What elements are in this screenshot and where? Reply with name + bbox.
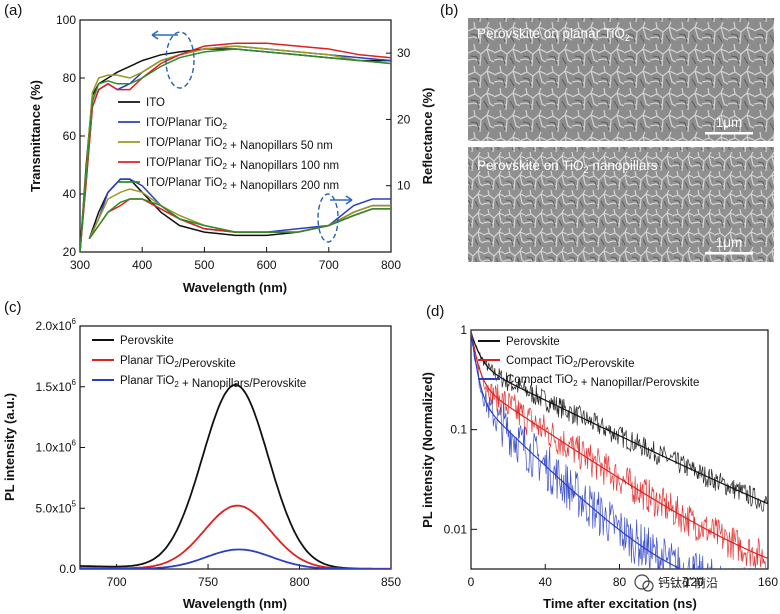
panel-d-xtick-label: 80 — [613, 575, 627, 589]
sem-image-nanopillars — [468, 147, 774, 262]
panel-c-xtick-label: 750 — [198, 575, 218, 589]
panel-a-y2label: Reflectance (%) — [420, 88, 435, 185]
panel-a-xtick-label: 600 — [257, 258, 277, 272]
sem-top-scale-bar — [705, 132, 753, 135]
panel-a-xlabel: Wavelength (nm) — [183, 280, 287, 295]
panel-d-ylabel: PL intensity (Normalized) — [420, 372, 435, 528]
panel-a-y2tick-label: 20 — [397, 112, 411, 126]
panel-d-xtick-label: 120 — [684, 575, 704, 589]
panel-d-label: (d) — [426, 303, 444, 320]
panel-c-ylabel: PL intensity (a.u.) — [2, 393, 17, 501]
panel-a-legend-label: ITO/Planar TiO2 + Nanopillars 50 nm — [146, 137, 333, 152]
trpl-fit-line — [471, 331, 768, 505]
panel-a-legend-label: ITO/Planar TiO2 + Nanopillars 200 nm — [146, 177, 339, 192]
sem-top-label: Perovskite on planar TiO2 — [477, 26, 630, 43]
watermark-text: 钙钛矿前沿 — [658, 575, 718, 590]
watermark: 钙钛矿前沿 — [634, 574, 718, 592]
panel-a-y2tick-label: 30 — [397, 46, 411, 60]
panel-c-ytick-label: 1.0x106 — [36, 439, 77, 455]
trpl-noisy-trace — [471, 330, 751, 569]
panel-a-ytick-label: 20 — [63, 245, 77, 259]
panel-a-xtick-label: 300 — [70, 258, 90, 272]
reflectance-line — [88, 188, 391, 240]
pl-spectrum-line — [80, 548, 391, 569]
panel-a-chart: (a) 300 400 500 600 700 80020406080100102030 … — [4, 2, 435, 295]
panel-d-xtick-label: 40 — [539, 575, 553, 589]
panel-d-xlabel: Time after excitation (ns) — [543, 596, 697, 611]
panel-a-legend-label: ITO — [146, 97, 165, 109]
reflectance-line — [88, 198, 391, 240]
transmittance-highlight-ellipse — [165, 31, 195, 89]
panel-a-ytick-label: 100 — [56, 13, 76, 27]
transmittance-line — [80, 45, 391, 252]
panel-c-legend-label: Planar TiO2 + Nanopillars/Perovskite — [120, 375, 306, 390]
sem-bottom-scale-bar — [705, 252, 753, 255]
trpl-fit-line — [471, 331, 682, 569]
panel-d-legend-label: Compact TiO2/Perovskite — [506, 355, 634, 370]
panel-c-chart: (c) 700 750 800 850 0.0 5.0x105 1.0x106 1.5x106… — [2, 299, 401, 611]
panel-a-legend-label: ITO/Planar TiO2 — [146, 117, 228, 131]
trpl-noisy-trace — [471, 332, 768, 512]
panel-d-ytick-label: 1 — [460, 323, 467, 337]
wechat-icon-inner — [642, 580, 654, 592]
panel-d-legend-label: Compact TiO2 + Nanopillar/Perovskite — [506, 374, 699, 389]
wechat-icon — [634, 574, 650, 590]
left-arrow-icon — [151, 30, 178, 40]
panel-b-sem-images: (b) Perovskite on planar TiO2 1μm Perovs… — [440, 2, 774, 262]
panel-c-xtick-label: 850 — [381, 575, 401, 589]
panel-d-chart: (d) 0 40 80 120 160 0.01 0.1 1 Time after excit… — [420, 303, 778, 611]
panel-c-legend-label: Planar TiO2/Perovskite — [120, 355, 236, 370]
panel-a-xtick-label: 800 — [381, 258, 401, 272]
panel-c-ytick-label: 5.0x105 — [36, 499, 77, 515]
panel-a-ytick-label: 80 — [63, 71, 77, 85]
panel-a-xtick-label: 500 — [194, 258, 214, 272]
panel-b-label: (b) — [440, 2, 458, 19]
panel-d-ytick-label: 0.1 — [450, 423, 467, 437]
panel-c-legend-label: Perovskite — [120, 335, 174, 347]
panel-c-xlabel: Wavelength (nm) — [183, 596, 287, 611]
panel-c-ytick-label: 0.0 — [59, 562, 76, 576]
right-arrow-icon — [330, 195, 353, 205]
panel-d-xtick-label: 160 — [758, 575, 778, 589]
panel-d-xtick-label: 0 — [468, 575, 475, 589]
panel-a-ylabel: Transmittance (%) — [28, 80, 43, 192]
transmittance-line — [80, 42, 391, 252]
trpl-noisy-trace — [471, 331, 768, 569]
sem-bottom-label: Perovskite on TiO2 nanopillars — [477, 158, 658, 175]
sem-image-planar — [468, 18, 774, 141]
panel-a-legend-label: ITO/Planar TiO2 + Nanopillars 100 nm — [146, 157, 339, 172]
transmittance-line — [80, 48, 391, 252]
panel-a-ytick-label: 40 — [63, 187, 77, 201]
panel-d-ytick-label: 0.01 — [444, 522, 468, 536]
pl-spectrum-line — [80, 383, 391, 569]
panel-c-xtick-label: 700 — [107, 575, 127, 589]
panel-d-legend-label: Perovskite — [506, 336, 560, 348]
sem-bottom-scale-label: 1μm — [716, 235, 743, 250]
panel-a-label: (a) — [4, 2, 22, 19]
trpl-fit-line — [471, 331, 768, 560]
panel-a-xtick-label: 700 — [319, 258, 339, 272]
panel-c-ytick-label: 2.0x106 — [36, 317, 77, 333]
panel-c-label: (c) — [4, 299, 22, 316]
panel-c-ytick-label: 1.5x106 — [36, 378, 77, 394]
panel-a-xtick-label: 400 — [132, 258, 152, 272]
panel-c-xtick-label: 800 — [290, 575, 310, 589]
panel-a-y2tick-label: 10 — [397, 179, 411, 193]
reflectance-highlight-ellipse — [317, 193, 339, 243]
pl-spectrum-line — [80, 504, 391, 569]
sem-top-scale-label: 1μm — [716, 115, 743, 130]
panel-a-ytick-label: 60 — [63, 129, 77, 143]
